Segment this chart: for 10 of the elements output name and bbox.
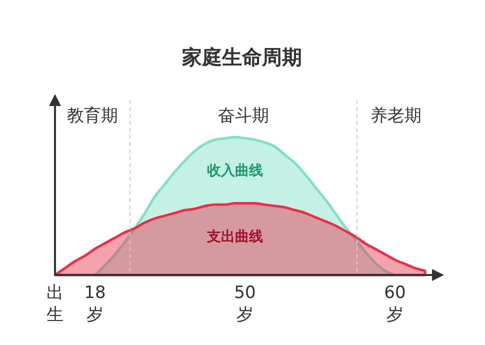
- chart-title: 家庭生命周期: [181, 45, 302, 69]
- x-tick-label: 60岁: [384, 283, 406, 325]
- x-tick-label: 出生: [46, 283, 64, 325]
- text: 奋斗期: [218, 106, 269, 126]
- series-label: 收入曲线: [207, 163, 263, 179]
- series-label: 支出曲线: [206, 229, 263, 246]
- x-tick-label: 50岁: [234, 283, 256, 325]
- text: 教育期: [67, 106, 118, 126]
- x-tick-label: 18岁: [84, 283, 106, 325]
- text: 养老期: [370, 106, 422, 126]
